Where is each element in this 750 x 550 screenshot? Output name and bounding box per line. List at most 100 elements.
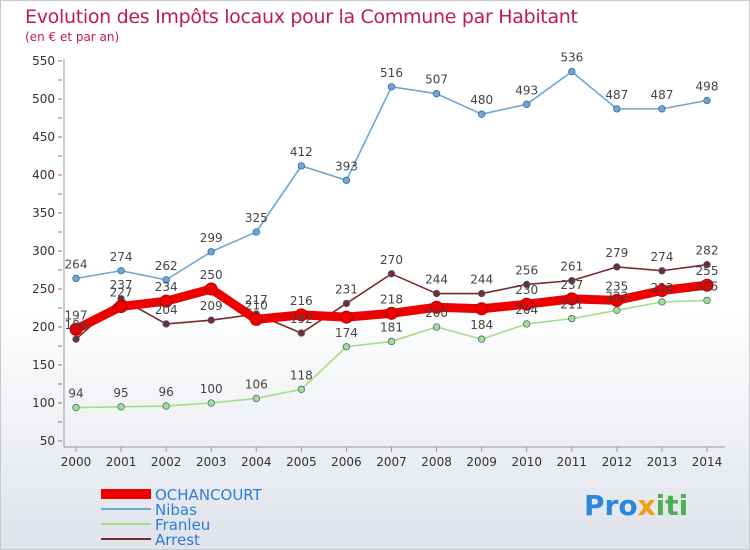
data-label: 299 (200, 231, 223, 245)
data-label: 95 (113, 386, 128, 400)
data-point (613, 263, 621, 271)
data-label: 412 (290, 145, 313, 159)
data-point (117, 403, 125, 411)
data-label: 244 (470, 273, 493, 287)
data-point (477, 110, 486, 118)
data-point (700, 278, 714, 292)
data-point (387, 270, 396, 278)
data-point (117, 267, 125, 275)
data-point (520, 297, 534, 311)
data-point (655, 284, 669, 298)
data-label: 234 (155, 280, 178, 294)
data-point (432, 289, 441, 298)
data-point (432, 323, 441, 331)
data-point (159, 294, 173, 308)
data-label: 204 (515, 303, 538, 317)
data-label: 237 (560, 278, 583, 292)
data-point (565, 292, 579, 306)
data-label: 106 (245, 377, 268, 391)
x-tick-label: 2004 (241, 455, 272, 469)
data-label: 184 (470, 318, 493, 332)
x-tick-label: 2006 (331, 455, 362, 469)
y-tick-label: 150 (32, 358, 55, 372)
y-tick-label: 250 (32, 282, 55, 296)
data-label: 118 (290, 368, 313, 382)
data-point (568, 276, 576, 285)
data-point (207, 316, 215, 324)
x-tick-label: 2010 (511, 455, 542, 469)
data-label: 487 (650, 88, 673, 102)
logo-part-3: iti (655, 489, 689, 522)
data-label: 270 (380, 253, 403, 267)
data-label: 217 (245, 293, 268, 307)
data-label: 536 (560, 51, 583, 65)
legend-label-arrest: Arrest (155, 531, 200, 549)
x-tick-label: 2003 (196, 455, 227, 469)
data-point (252, 228, 260, 236)
data-label: 216 (290, 294, 313, 308)
data-label: 279 (605, 246, 628, 260)
data-point (387, 337, 396, 346)
data-label: 211 (560, 298, 583, 312)
x-tick-label: 2005 (286, 455, 317, 469)
chart-subtitle: (en € et par an) (25, 30, 120, 44)
data-point (703, 96, 711, 105)
logo-part-1: Pro (584, 489, 638, 522)
data-label: 235 (605, 279, 628, 293)
data-label: 516 (380, 66, 403, 80)
x-tick-label: 2013 (647, 455, 678, 469)
data-label: 209 (200, 299, 223, 313)
proxiti-logo: Proxiti (584, 489, 688, 522)
y-tick-label: 350 (32, 206, 55, 220)
data-label: 256 (515, 263, 538, 277)
data-label: 218 (380, 292, 403, 306)
data-label: 507 (425, 73, 448, 87)
data-point (568, 67, 576, 76)
data-point (568, 314, 576, 323)
data-point (207, 248, 215, 256)
data-label: 174 (335, 326, 358, 340)
data-point (613, 306, 621, 314)
data-point (342, 343, 351, 351)
data-point (207, 399, 215, 407)
data-point (297, 329, 306, 337)
x-tick-label: 2001 (106, 455, 137, 469)
data-point (430, 300, 444, 314)
data-label: 325 (245, 211, 268, 225)
data-label: 200 (425, 306, 448, 320)
data-label: 274 (110, 250, 133, 264)
data-point (342, 299, 351, 308)
data-point (613, 105, 621, 113)
x-tick-label: 2002 (151, 455, 182, 469)
data-point (249, 312, 263, 326)
data-point (523, 100, 531, 108)
x-tick-label: 2009 (466, 455, 497, 469)
data-point (523, 320, 531, 328)
data-label: 184 (65, 318, 88, 332)
data-point (385, 306, 398, 320)
data-label: 493 (515, 83, 538, 97)
data-point (72, 274, 80, 283)
data-label: 237 (110, 278, 133, 292)
data-label: 244 (425, 273, 448, 287)
data-point (658, 298, 666, 306)
data-point (297, 162, 306, 170)
data-point (204, 282, 218, 296)
data-label: 204 (155, 303, 178, 317)
data-point (294, 308, 308, 322)
data-label: 96 (159, 385, 174, 399)
data-label: 393 (335, 159, 358, 173)
data-point (610, 293, 624, 307)
data-point (703, 296, 711, 305)
data-point (658, 267, 666, 275)
data-point (162, 402, 170, 410)
y-tick-label: 550 (32, 54, 55, 68)
data-point (658, 105, 666, 113)
data-label: 192 (290, 312, 313, 326)
data-point (69, 322, 83, 336)
data-point (703, 261, 711, 269)
data-label: 233 (650, 281, 673, 295)
data-point (252, 394, 260, 403)
